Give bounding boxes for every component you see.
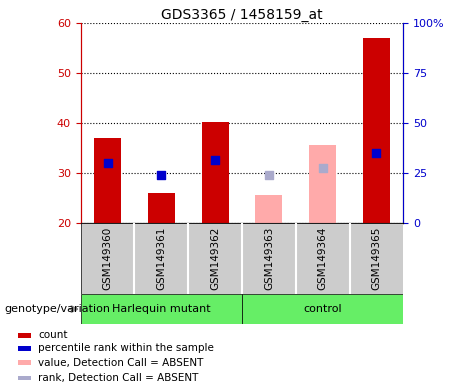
Text: control: control [303,304,342,314]
Text: GSM149361: GSM149361 [156,227,166,290]
Text: count: count [38,330,67,340]
Bar [18,346,31,351]
Bar [309,145,336,223]
Title: GDS3365 / 1458159_at: GDS3365 / 1458159_at [161,8,323,22]
Text: GSM149364: GSM149364 [318,227,328,290]
Bar [81,294,242,324]
Bar [363,38,390,223]
Bar [201,122,229,223]
Text: GSM149362: GSM149362 [210,227,220,290]
Text: Harlequin mutant: Harlequin mutant [112,304,211,314]
Text: genotype/variation: genotype/variation [5,304,111,314]
Point [265,172,272,178]
Text: percentile rank within the sample: percentile rank within the sample [38,343,214,353]
Text: value, Detection Call = ABSENT: value, Detection Call = ABSENT [38,358,203,367]
Point [104,160,111,166]
Bar [148,193,175,223]
Bar [94,138,121,223]
Point [319,165,326,171]
Bar [81,223,403,294]
Point [158,172,165,178]
Point [373,150,380,156]
Bar [18,333,31,338]
Bar [18,360,31,365]
Bar [255,195,282,223]
Bar [242,294,403,324]
Text: GSM149360: GSM149360 [102,227,112,290]
Text: GSM149363: GSM149363 [264,227,274,290]
Point [212,157,219,164]
Text: rank, Detection Call = ABSENT: rank, Detection Call = ABSENT [38,373,198,383]
Bar [18,376,31,381]
Text: GSM149365: GSM149365 [372,227,382,290]
